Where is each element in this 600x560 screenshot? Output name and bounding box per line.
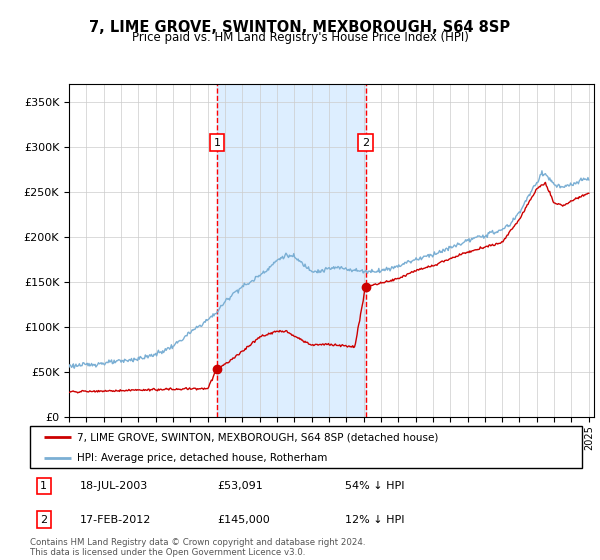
Text: 12% ↓ HPI: 12% ↓ HPI [344,515,404,525]
Text: 7, LIME GROVE, SWINTON, MEXBOROUGH, S64 8SP (detached house): 7, LIME GROVE, SWINTON, MEXBOROUGH, S64 … [77,432,438,442]
Text: 2: 2 [40,515,47,525]
Text: 1: 1 [40,481,47,491]
Text: 2: 2 [362,138,369,147]
Text: 18-JUL-2003: 18-JUL-2003 [80,481,148,491]
Text: £53,091: £53,091 [218,481,263,491]
Bar [217,84,365,417]
Text: HPI: Average price, detached house, Rotherham: HPI: Average price, detached house, Roth… [77,454,327,463]
FancyBboxPatch shape [30,426,582,468]
Text: 7, LIME GROVE, SWINTON, MEXBOROUGH, S64 8SP: 7, LIME GROVE, SWINTON, MEXBOROUGH, S64 … [89,20,511,35]
Text: £145,000: £145,000 [218,515,271,525]
Text: 17-FEB-2012: 17-FEB-2012 [80,515,151,525]
Text: 1: 1 [214,138,220,147]
Text: Contains HM Land Registry data © Crown copyright and database right 2024.
This d: Contains HM Land Registry data © Crown c… [30,538,365,557]
Text: 54% ↓ HPI: 54% ↓ HPI [344,481,404,491]
Text: Price paid vs. HM Land Registry's House Price Index (HPI): Price paid vs. HM Land Registry's House … [131,31,469,44]
